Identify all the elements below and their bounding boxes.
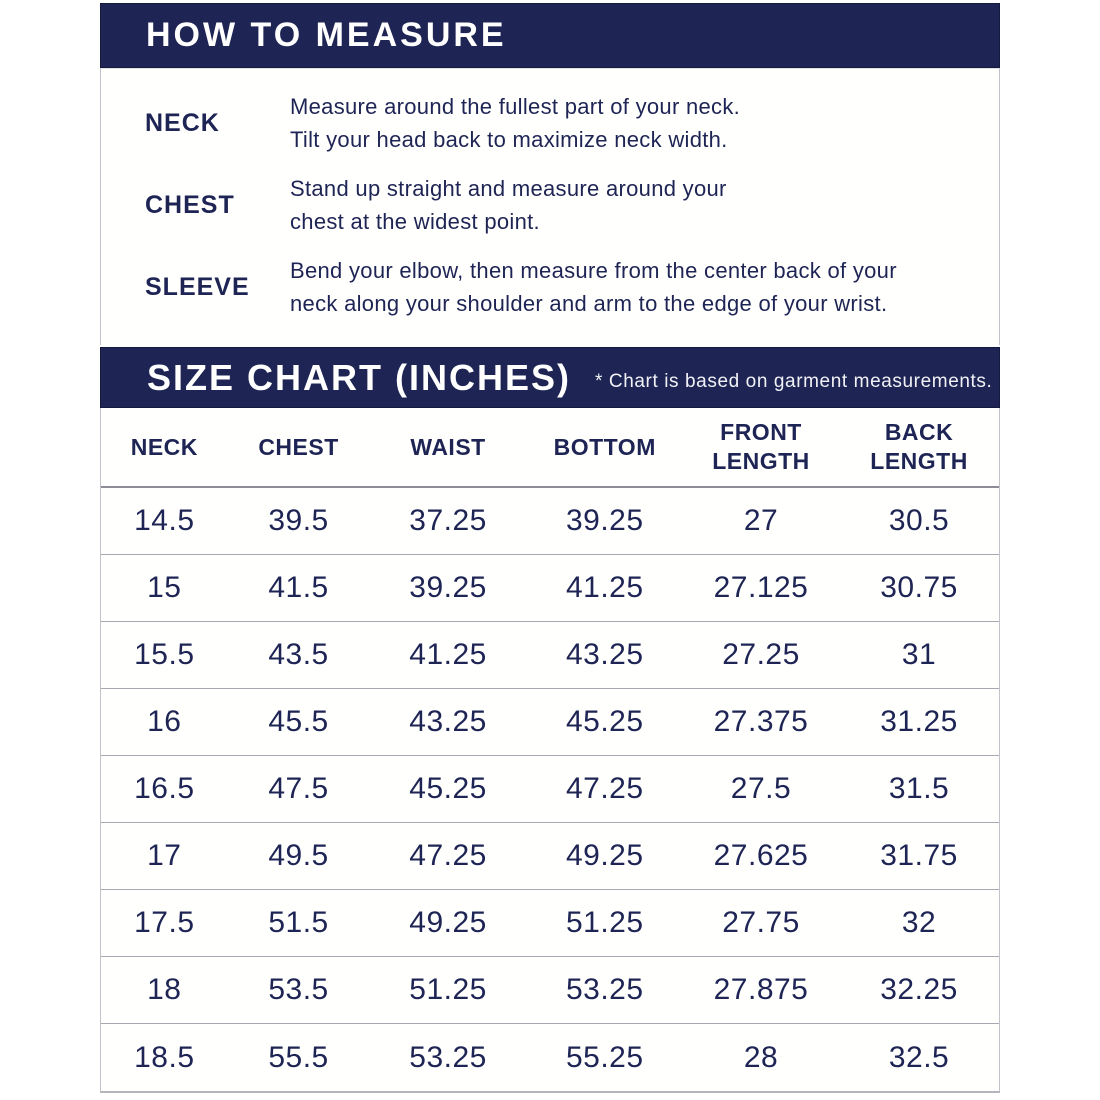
instruction-label-sleeve: SLEEVE	[145, 272, 250, 301]
table-row: 17 49.5 47.25 49.25 27.625 31.75	[101, 823, 999, 890]
table-cell: 30.75	[880, 571, 958, 604]
table-cell: 27.5	[730, 772, 792, 805]
table-row: 14.5 39.5 37.25 39.25 27 30.5	[101, 488, 999, 555]
table-row: 18.5 55.5 53.25 55.25 28 32.5	[101, 1024, 999, 1091]
size-table-body: 14.5 39.5 37.25 39.25 27 30.5 15 41.5 39.25 41.25…	[101, 488, 999, 1091]
table-cell: 43.25	[409, 705, 487, 738]
instruction-label-chest: CHEST	[145, 190, 235, 219]
table-cell: 41.25	[565, 571, 644, 604]
table-cell: 43.5	[268, 638, 329, 671]
table-cell: 14.5	[134, 504, 195, 537]
table-cell: 41.25	[409, 638, 487, 671]
table-cell: 49.5	[268, 839, 329, 872]
table-cell: 31.5	[888, 772, 950, 805]
table-cell: 41.5	[268, 571, 329, 604]
instruction-row-sleeve: SLEEVE Bend your elbow, then measure fro…	[101, 254, 999, 320]
table-cell: 31	[901, 638, 937, 671]
table-cell: 28	[743, 1040, 779, 1074]
table-cell: 49.25	[565, 839, 644, 872]
size-table-header-row: NECK CHEST WAIST BOTTOM FRONT LENGTH BAC…	[101, 408, 999, 488]
instruction-description-neck: Measure around the fullest part of your …	[290, 90, 740, 156]
instruction-line: Bend your elbow, then measure from the c…	[290, 258, 897, 283]
instruction-line: Stand up straight and measure around you…	[290, 176, 727, 201]
instruction-line: neck along your shoulder and arm to the …	[290, 291, 888, 316]
size-chart-title: SIZE CHART (INCHES)	[147, 356, 571, 398]
instruction-row-neck: NECK Measure around the fullest part of …	[101, 90, 999, 156]
table-cell: 49.25	[409, 906, 487, 939]
column-header-front-length: FRONT LENGTH	[712, 419, 810, 474]
column-header-bottom: BOTTOM	[553, 433, 656, 460]
table-cell: 17	[147, 839, 182, 872]
table-cell: 39.5	[268, 504, 329, 537]
measure-instructions-section: NECK Measure around the fullest part of …	[100, 68, 1000, 345]
table-cell: 16	[147, 705, 182, 738]
how-to-measure-title: HOW TO MEASURE	[146, 16, 507, 54]
table-cell: 55.5	[268, 1040, 329, 1074]
table-cell: 27.625	[713, 839, 809, 872]
table-cell: 27.375	[713, 705, 809, 738]
table-cell: 45.25	[409, 772, 487, 805]
table-cell: 17.5	[134, 906, 195, 939]
table-cell: 37.25	[409, 504, 487, 537]
table-cell: 53.25	[565, 973, 644, 1006]
table-cell: 18	[147, 973, 182, 1006]
column-header-waist: WAIST	[410, 433, 486, 460]
instruction-description-chest: Stand up straight and measure around you…	[290, 172, 727, 238]
table-cell: 31.75	[880, 839, 958, 872]
table-cell: 45.25	[565, 705, 644, 738]
table-cell: 15	[147, 571, 182, 604]
table-cell: 43.25	[565, 638, 644, 671]
table-cell: 27.875	[713, 973, 809, 1006]
table-cell: 39.25	[409, 571, 487, 604]
table-cell: 51.25	[565, 906, 644, 939]
table-cell: 55.25	[565, 1040, 644, 1074]
size-table: NECK CHEST WAIST BOTTOM FRONT LENGTH BAC…	[100, 408, 1000, 1093]
instruction-label-neck: NECK	[145, 108, 220, 137]
table-cell: 51.5	[268, 906, 329, 939]
table-cell: 27	[743, 504, 779, 537]
table-cell: 15.5	[134, 638, 195, 671]
table-cell: 47.5	[268, 772, 329, 805]
table-cell: 45.5	[268, 705, 329, 738]
column-header-back-length: BACK LENGTH	[870, 419, 968, 474]
table-cell: 18.5	[134, 1040, 195, 1074]
table-cell: 53.5	[268, 973, 329, 1006]
how-to-measure-banner: HOW TO MEASURE	[100, 3, 1000, 68]
table-cell: 53.25	[409, 1040, 487, 1074]
table-row: 18 53.5 51.25 53.25 27.875 32.25	[101, 957, 999, 1024]
table-row: 17.5 51.5 49.25 51.25 27.75 32	[101, 890, 999, 957]
table-cell: 51.25	[409, 973, 487, 1006]
size-chart-note: * Chart is based on garment measurements…	[595, 370, 993, 392]
table-row: 16 45.5 43.25 45.25 27.375 31.25	[101, 689, 999, 756]
instruction-line: Tilt your head back to maximize neck wid…	[290, 127, 728, 152]
table-cell: 16.5	[134, 772, 195, 805]
table-row: 16.5 47.5 45.25 47.25 27.5 31.5	[101, 756, 999, 823]
table-cell: 31.25	[880, 705, 958, 738]
table-row: 15.5 43.5 41.25 43.25 27.25 31	[101, 622, 999, 689]
instruction-row-chest: CHEST Stand up straight and measure arou…	[101, 172, 999, 238]
size-guide-page: HOW TO MEASURE NECK Measure around the f…	[100, 3, 1000, 1093]
table-cell: 30.5	[888, 504, 950, 537]
instruction-description-sleeve: Bend your elbow, then measure from the c…	[290, 254, 897, 320]
size-chart-banner: SIZE CHART (INCHES) * Chart is based on …	[100, 347, 1000, 408]
table-cell: 27.25	[722, 638, 800, 671]
table-cell: 47.25	[409, 839, 487, 872]
table-cell: 32	[901, 906, 937, 939]
table-cell: 39.25	[565, 504, 644, 537]
table-row: 15 41.5 39.25 41.25 27.125 30.75	[101, 555, 999, 622]
table-cell: 47.25	[565, 772, 644, 805]
column-header-chest: CHEST	[258, 433, 339, 460]
instruction-line: chest at the widest point.	[290, 209, 540, 234]
instruction-line: Measure around the fullest part of your …	[290, 94, 741, 119]
table-cell: 27.125	[713, 571, 809, 604]
column-header-neck: NECK	[130, 433, 198, 460]
table-cell: 32.5	[888, 1040, 950, 1074]
table-cell: 27.75	[722, 906, 800, 939]
table-cell: 32.25	[880, 973, 958, 1006]
